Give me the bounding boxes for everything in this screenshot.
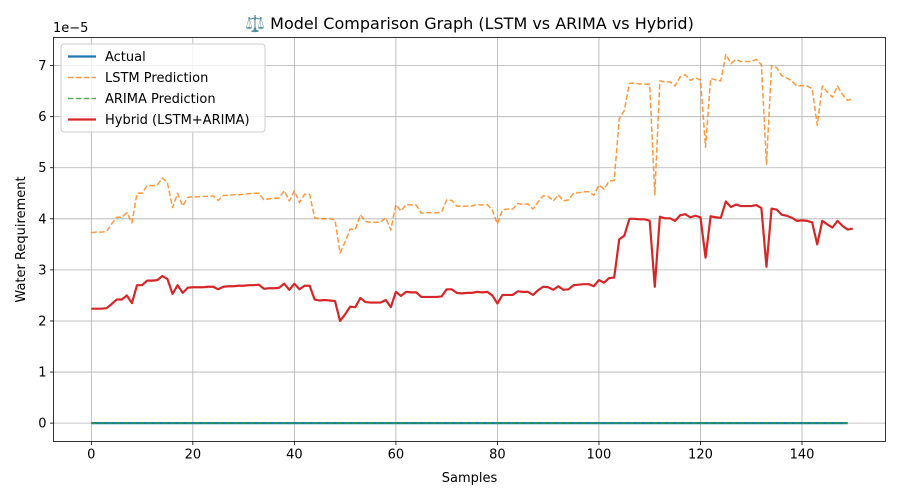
series-line-hybrid-lstm-arima [91, 200, 853, 323]
y-tick-label: 2 [38, 314, 46, 329]
y-tick-label: 1 [38, 366, 46, 381]
x-axis-label: Samples [442, 471, 498, 486]
x-tick-label: 120 [688, 448, 713, 463]
plot-frame [53, 37, 886, 442]
x-tick-label: 60 [388, 448, 405, 463]
y-tick-label: 5 [38, 161, 46, 176]
x-tick-label: 140 [790, 448, 815, 463]
y-tick-label: 0 [38, 417, 46, 432]
x-tick-label: 100 [587, 448, 612, 463]
y-tick-label: 6 [38, 110, 46, 125]
legend-label-actual: Actual [105, 50, 146, 65]
y-scale-label: 1e−5 [53, 21, 88, 36]
y-axis: 0 1 2 3 4 5 6 7 [38, 59, 54, 432]
series-layer [91, 53, 853, 425]
legend-label-arima-prediction: ARIMA Prediction [105, 92, 216, 107]
legend-label-hybrid-lstm-arima: Hybrid (LSTM+ARIMA) [105, 113, 250, 128]
y-tick-label: 4 [38, 212, 46, 227]
legend-label-lstm-prediction: LSTM Prediction [105, 71, 208, 86]
series-line-lstm-prediction [91, 53, 853, 254]
x-tick-label: 20 [185, 448, 202, 463]
y-axis-label: Water Requirement [14, 176, 29, 302]
y-tick-label: 3 [38, 263, 46, 278]
legend-box [60, 43, 266, 133]
y-tick-label: 7 [38, 59, 46, 74]
x-tick-label: 0 [87, 448, 95, 463]
x-axis: 0 20 40 60 80 100 120 140 [87, 441, 815, 463]
x-tick-label: 80 [489, 448, 506, 463]
x-tick-label: 40 [286, 448, 303, 463]
legend: Actual LSTM Prediction ARIMA Prediction Hyb… [60, 43, 266, 133]
chart-title: ⚖️ Model Comparison Graph (LSTM vs ARIMA… [245, 14, 694, 33]
